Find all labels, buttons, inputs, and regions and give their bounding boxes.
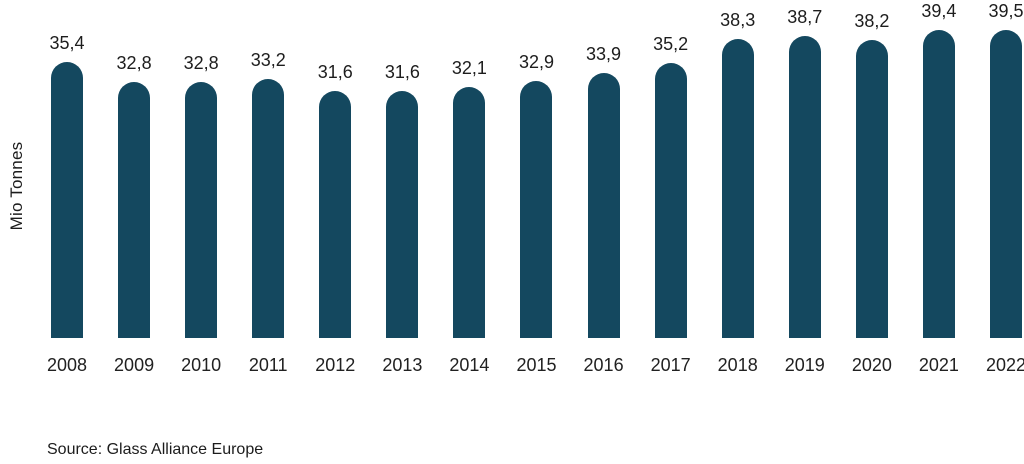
bar: [721, 39, 754, 338]
bar: [922, 30, 955, 338]
bar-value-label: 39,5: [988, 1, 1024, 21]
bar-value-label: 31,6: [384, 62, 420, 82]
bar-column: 38,2 2020: [852, 11, 892, 375]
bar-column: 32,8 2009: [114, 53, 154, 375]
bar: [185, 82, 218, 338]
x-axis-tick-label: 2013: [382, 355, 423, 375]
x-axis-tick-label: 2019: [784, 355, 825, 375]
x-axis-tick-label: 2016: [583, 355, 624, 375]
bar-column: 32,8 2010: [181, 53, 221, 375]
bar: [319, 91, 352, 338]
x-axis-tick-label: 2015: [516, 355, 557, 375]
x-axis-tick-label: 2018: [717, 355, 758, 375]
bar-column: 33,9 2016: [584, 44, 624, 375]
x-axis-tick-label: 2014: [449, 355, 490, 375]
bar: [118, 82, 151, 338]
x-axis-tick-label: 2008: [46, 355, 88, 375]
bar-value-label: 35,2: [653, 34, 689, 54]
bar-value-label: 38,2: [854, 11, 890, 31]
bar: [788, 36, 821, 338]
bar: [51, 62, 83, 338]
source-caption: Source: Glass Alliance Europe: [47, 441, 264, 458]
bar: [453, 87, 486, 338]
x-axis-tick-label: 2010: [181, 355, 222, 375]
bar-column: 35,2 2017: [651, 34, 691, 375]
x-axis-tick-label: 2009: [114, 355, 155, 375]
x-axis-tick-label: 2021: [918, 355, 959, 375]
x-axis-tick-label: 2020: [851, 355, 892, 375]
bar-column: 35,4 2008: [47, 33, 87, 375]
bar-value-label: 31,6: [317, 62, 353, 82]
plot-area: 35,4 2008 32,8 2009 32,8 2010 33,2 2011 31,6 2012…: [47, 1, 1024, 375]
bar-value-label: 32,8: [116, 53, 152, 73]
bar-column: 32,9 2015: [516, 52, 556, 375]
bar: [654, 63, 687, 338]
bar-column: 38,3 2018: [718, 10, 758, 375]
bar-value-label: 32,9: [518, 52, 555, 72]
bar: [386, 91, 419, 338]
bar-column: 33,2 2011: [249, 50, 288, 375]
bar-column: 39,4 2021: [919, 1, 959, 375]
bar-column: 39,5 2022: [986, 1, 1024, 375]
x-axis-tick-label: 2012: [315, 355, 356, 375]
bar: [252, 79, 285, 338]
bar-value-label: 32,1: [451, 58, 487, 78]
bar: [989, 30, 1022, 338]
bar-value-label: 38,3: [720, 10, 756, 30]
bar-value-label: 39,4: [921, 1, 957, 21]
bar-value-label: 38,7: [787, 7, 823, 27]
bar-column: 32,1 2014: [449, 58, 489, 375]
x-axis-tick-label: 2017: [650, 355, 691, 375]
x-axis-tick-label: 2022: [985, 355, 1024, 375]
bar-value-label: 32,8: [183, 53, 219, 73]
bar-value-label: 33,2: [250, 50, 286, 70]
bar: [520, 81, 553, 338]
x-axis-tick-label: 2011: [248, 355, 288, 375]
bar-value-label: 35,4: [49, 33, 85, 53]
bar: [855, 40, 888, 338]
bar-column: 31,6 2012: [315, 62, 355, 375]
bar-column: 38,7 2019: [785, 7, 825, 375]
bar-value-label: 33,9: [586, 44, 622, 64]
bar: [587, 73, 620, 338]
bar-column: 31,6 2013: [382, 62, 422, 375]
